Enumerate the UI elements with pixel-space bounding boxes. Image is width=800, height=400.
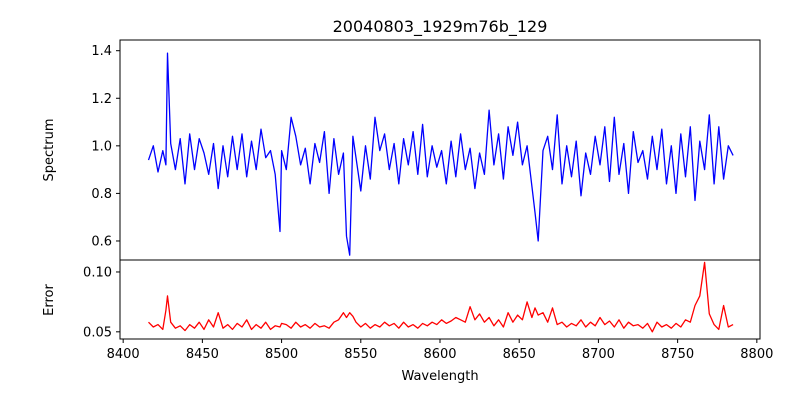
spectrum-y-tick-label: 1.4 [91, 44, 112, 59]
spectrum-y-tick-label: 1.2 [91, 92, 112, 107]
error-series [148, 261, 734, 333]
error-panel: 0.05 0.10 Error [42, 259, 761, 340]
x-tick-label: 8750 [661, 347, 694, 362]
x-tick-label: 8550 [344, 347, 377, 362]
spectrum-line-0 [147, 52, 734, 256]
x-tick-label: 8700 [582, 347, 615, 362]
error-y-tick-label: 0.05 [83, 325, 112, 340]
spectrum-panel: 0.6 0.8 1.0 1.2 1.4 Spectrum [42, 39, 761, 261]
x-tick-label: 8650 [503, 347, 536, 362]
x-tick-label: 8600 [423, 347, 456, 362]
error-y-tick-label: 0.10 [83, 265, 112, 280]
error-plot-area [120, 260, 760, 339]
spectrum-y-tick-label: 0.6 [91, 234, 112, 249]
spectrum-y-axis-label: Spectrum [42, 119, 57, 182]
x-tick-label: 8400 [107, 347, 140, 362]
x-tick-label: 8450 [186, 347, 219, 362]
x-tick-label: 8800 [740, 347, 773, 362]
spectrum-y-tick-label: 0.8 [91, 187, 112, 202]
spectrum-y-ticks: 0.6 0.8 1.0 1.2 1.4 [91, 44, 120, 249]
error-y-ticks: 0.05 0.10 [83, 265, 120, 340]
error-line-0 [148, 261, 734, 333]
error-y-axis-label: Error [42, 284, 57, 316]
spectrum-series [147, 52, 734, 256]
x-tick-label: 8500 [265, 347, 298, 362]
x-axis-ticks: 8400 8450 8500 8550 8600 8650 8700 8750 8800 [107, 339, 773, 362]
chart-title: 20040803_1929m76b_129 [333, 17, 548, 37]
spectrum-plot-area [120, 40, 760, 260]
spectrum-y-tick-label: 1.0 [91, 139, 112, 154]
x-axis-label: Wavelength [401, 369, 478, 384]
